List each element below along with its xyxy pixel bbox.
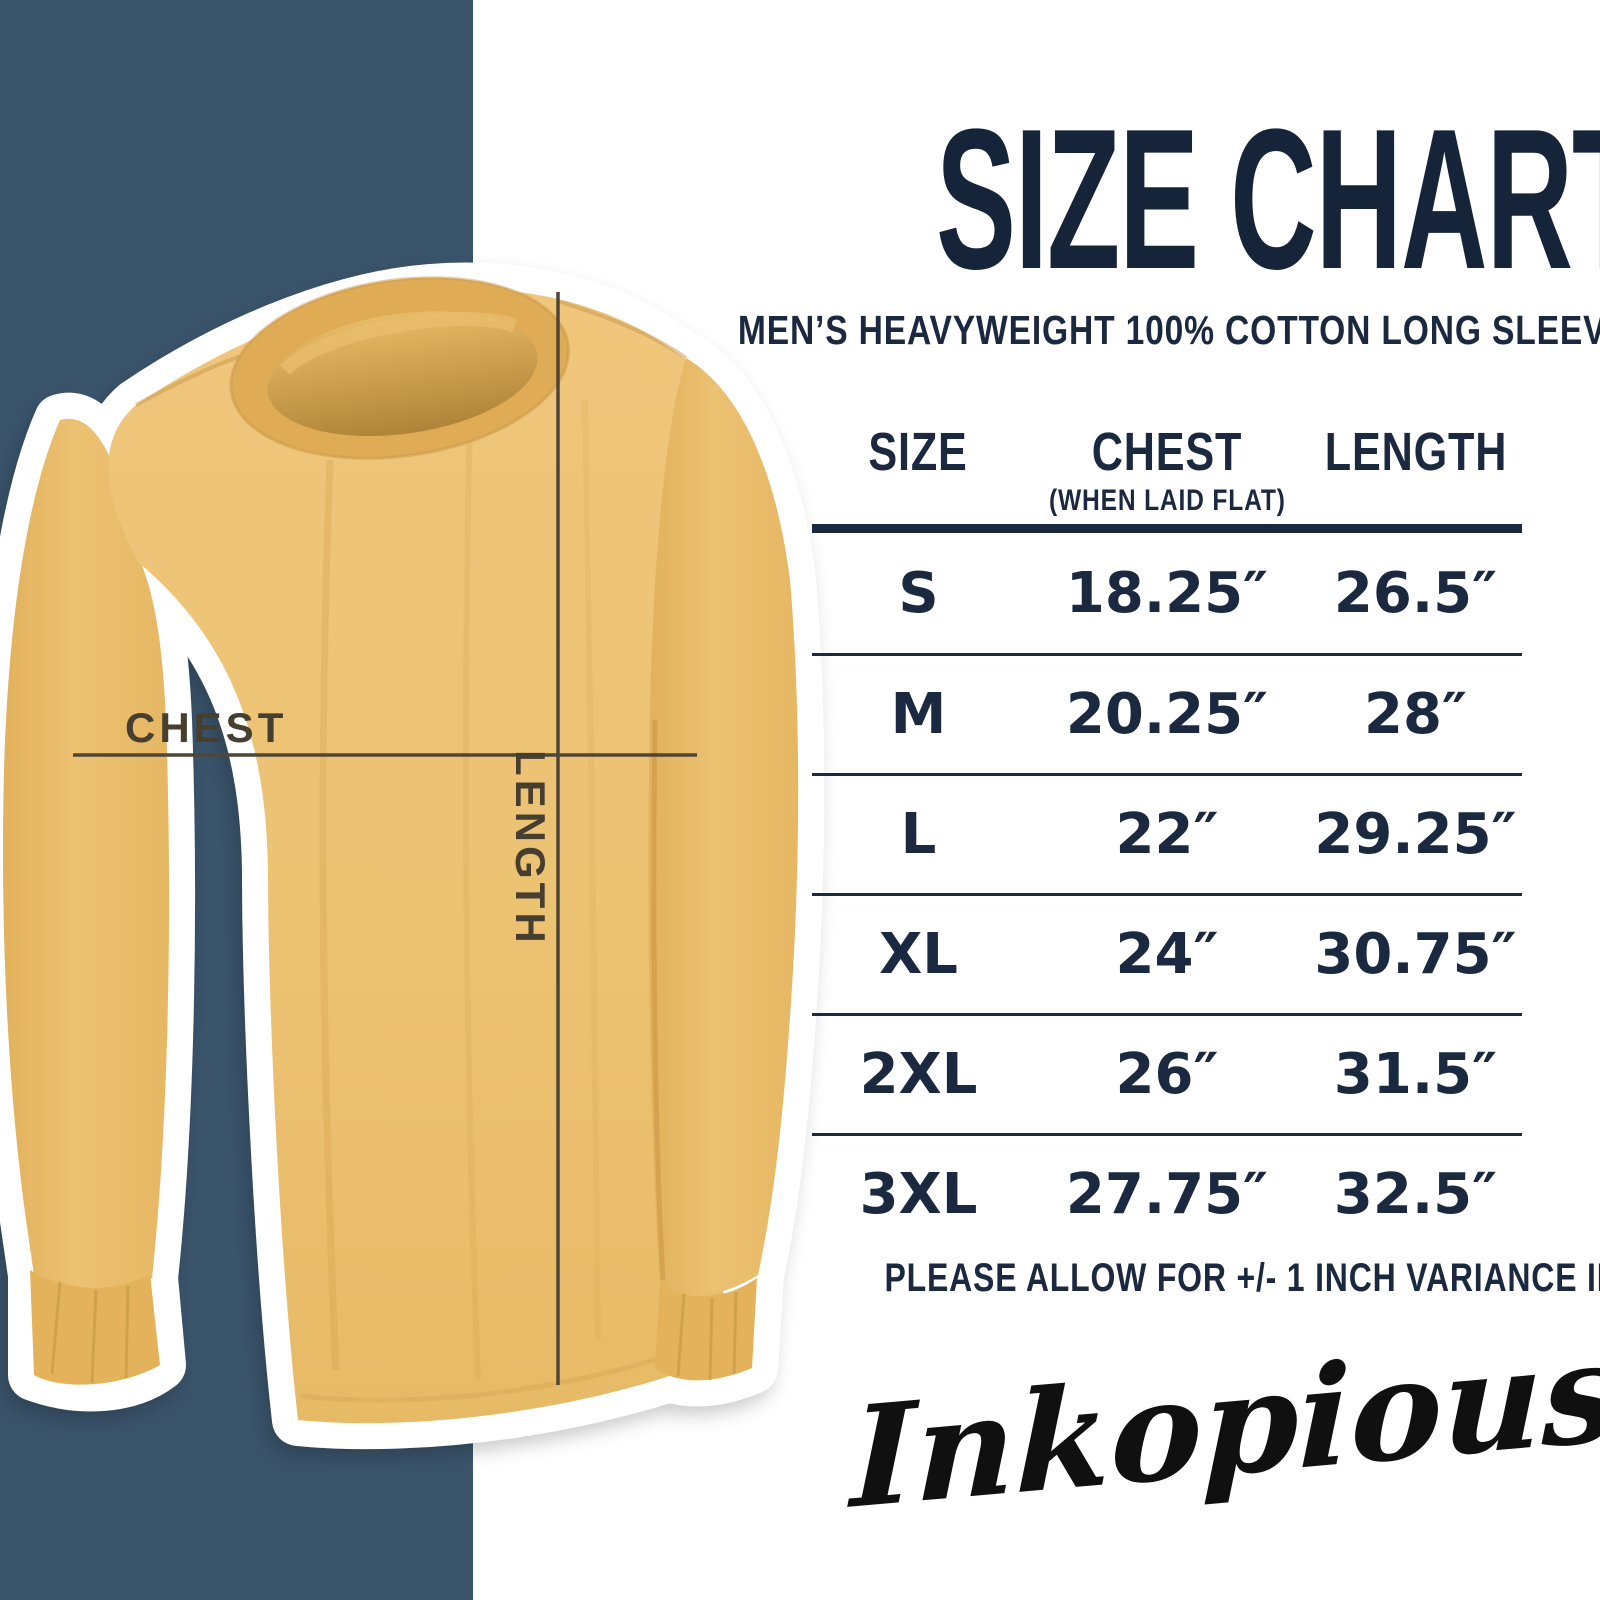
chest-cell: 26″ [1115, 1042, 1219, 1107]
size-cell: L [900, 802, 937, 867]
chest-cell: 27.75″ [1065, 1162, 1269, 1227]
length-cell: 30.75″ [1314, 922, 1517, 987]
page-subtitle: MEN’S HEAVYWEIGHT 100% COTTON LONG SLEEV… [640, 307, 1600, 353]
size-cell: 3XL [859, 1162, 978, 1227]
size-cell: 2XL [859, 1042, 978, 1107]
column-header-length: LENGTH [1309, 420, 1522, 524]
shirt-torso [108, 288, 740, 1424]
size-cell: M [890, 682, 947, 747]
size-table: SIZE CHEST (WHEN LAID FLAT) LENGTH S 18.… [812, 420, 1522, 1253]
table-row: S 18.25″ 26.5″ [812, 533, 1522, 653]
page-title-text: SIZE CHART [936, 88, 1600, 311]
length-cell: 26.5″ [1333, 560, 1498, 626]
chest-measure-label: CHEST [125, 704, 287, 751]
length-cell: 32.5″ [1333, 1162, 1498, 1227]
length-column-label: LENGTH [1324, 422, 1507, 482]
size-table-header: SIZE CHEST (WHEN LAID FLAT) LENGTH [812, 420, 1522, 533]
size-column-label: SIZE [868, 422, 969, 482]
brand-logo: Inkopious® [850, 1309, 1600, 1553]
chest-column-label: CHEST [1091, 422, 1243, 482]
chest-cell: 24″ [1115, 922, 1219, 987]
shirt-left-sleeve [2, 418, 170, 1292]
shirt-collar [229, 276, 571, 460]
chest-cell: 20.25″ [1065, 682, 1269, 747]
chest-cell: 22″ [1115, 802, 1219, 867]
table-row: M 20.25″ 28″ [812, 653, 1522, 773]
table-row: 3XL 27.75″ 32.5″ [812, 1133, 1522, 1253]
length-cell: 31.5″ [1333, 1042, 1498, 1107]
shirt-right-sleeve [648, 358, 799, 1297]
table-row: XL 24″ 30.75″ [812, 893, 1522, 1013]
column-header-size: SIZE [812, 420, 1025, 524]
table-row: 2XL 26″ 31.5″ [812, 1013, 1522, 1133]
shirt-photo: CHEST LENGTH [0, 262, 825, 1450]
variance-note-text: PLEASE ALLOW FOR +/- 1 INCH VARIANCE IN … [884, 1256, 1600, 1300]
size-cell: XL [879, 922, 958, 987]
column-header-chest: CHEST (WHEN LAID FLAT) [1025, 420, 1309, 524]
chest-column-sublabel: (WHEN LAID FLAT) [1048, 483, 1286, 517]
length-measure-label: LENGTH [507, 750, 554, 947]
table-row: L 22″ 29.25″ [812, 773, 1522, 893]
chest-cell: 18.25″ [1065, 560, 1269, 626]
page-subtitle-text: MEN’S HEAVYWEIGHT 100% COTTON LONG SLEEV… [737, 307, 1600, 353]
size-cell: S [898, 560, 939, 626]
variance-note: PLEASE ALLOW FOR +/- 1 INCH VARIANCE IN … [782, 1256, 1600, 1301]
brand-logo-text: Inkopious [849, 1308, 1600, 1540]
length-cell: 28″ [1364, 682, 1467, 747]
length-cell: 29.25″ [1314, 802, 1517, 867]
page-title: SIZE CHART [700, 100, 1600, 300]
